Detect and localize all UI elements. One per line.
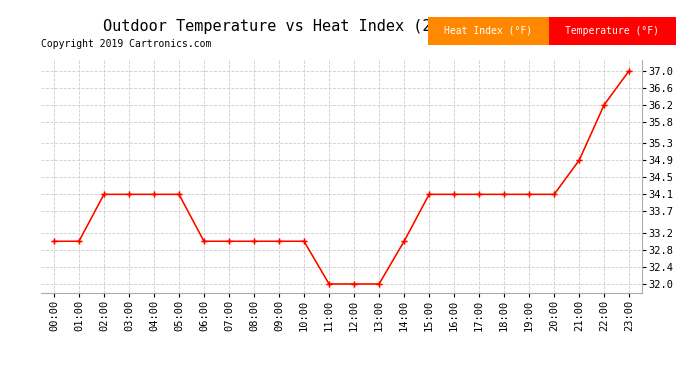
Text: Heat Index (°F): Heat Index (°F) [444,26,532,36]
Text: Temperature (°F): Temperature (°F) [565,26,660,36]
Text: Outdoor Temperature vs Heat Index (24 Hours) 20190223: Outdoor Temperature vs Heat Index (24 Ho… [104,19,586,34]
Text: Copyright 2019 Cartronics.com: Copyright 2019 Cartronics.com [41,39,212,50]
